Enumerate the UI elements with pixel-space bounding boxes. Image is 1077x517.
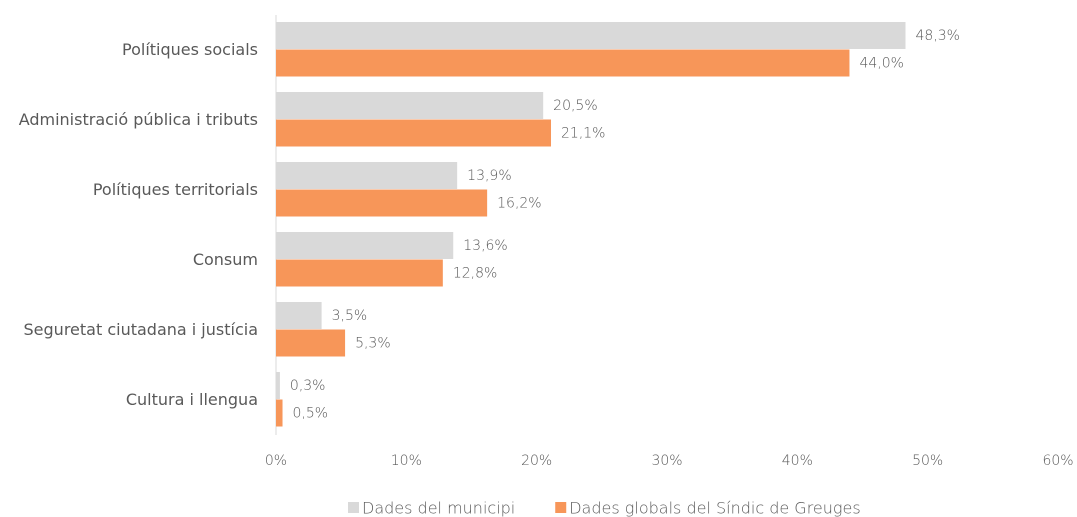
bar bbox=[276, 329, 346, 357]
category-label: Polítiques territorials bbox=[92, 180, 258, 199]
x-tick-label: 40% bbox=[782, 453, 813, 469]
value-label: 12,8% bbox=[453, 266, 497, 282]
bar bbox=[276, 189, 488, 217]
bar bbox=[276, 92, 544, 119]
bar bbox=[276, 22, 906, 49]
bar bbox=[276, 119, 552, 147]
bar bbox=[276, 372, 280, 399]
value-label: 13,9% bbox=[467, 168, 511, 184]
category-label: Consum bbox=[192, 250, 258, 269]
legend-label: Dades del municipi bbox=[362, 499, 515, 517]
value-label: 20,5% bbox=[553, 98, 597, 114]
legend-label: Dades globals del Síndic de Greuges bbox=[569, 499, 860, 517]
x-tick-label: 0% bbox=[265, 453, 287, 469]
x-tick-label: 30% bbox=[651, 453, 682, 469]
value-label: 5,3% bbox=[355, 336, 391, 352]
value-label: 3,5% bbox=[332, 308, 368, 324]
legend-swatch bbox=[348, 502, 359, 513]
legend-swatch bbox=[555, 502, 567, 513]
category-label: Administració pública i tributs bbox=[18, 110, 258, 129]
value-label: 0,3% bbox=[290, 378, 326, 394]
bar bbox=[276, 399, 283, 427]
value-label: 0,5% bbox=[293, 406, 329, 422]
value-label: 48,3% bbox=[916, 28, 960, 44]
value-label: 13,6% bbox=[463, 238, 507, 254]
bar bbox=[276, 49, 850, 77]
value-label: 44,0% bbox=[859, 56, 903, 72]
bar bbox=[276, 259, 443, 287]
category-label: Seguretat ciutadana i justícia bbox=[23, 320, 258, 339]
x-tick-label: 10% bbox=[391, 453, 422, 469]
x-tick-label: 60% bbox=[1042, 453, 1073, 469]
bar bbox=[276, 232, 454, 259]
value-label: 21,1% bbox=[561, 126, 605, 142]
category-label: Cultura i llengua bbox=[125, 390, 258, 409]
x-tick-label: 50% bbox=[912, 453, 943, 469]
category-label: Polítiques socials bbox=[122, 40, 258, 59]
x-tick-label: 20% bbox=[521, 453, 552, 469]
bar bbox=[276, 302, 322, 329]
bar bbox=[276, 162, 458, 189]
value-label: 16,2% bbox=[497, 196, 541, 212]
